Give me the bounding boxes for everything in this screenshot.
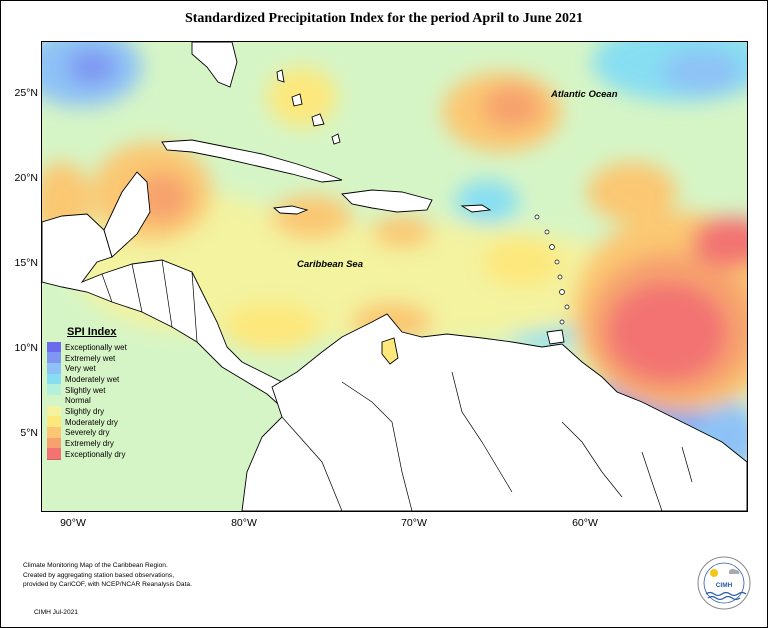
y-tick-label: 20°N	[14, 172, 38, 184]
spi-map	[42, 42, 747, 511]
y-tick-label: 5°N	[20, 427, 38, 439]
y-tick-label: 10°N	[14, 342, 38, 354]
land-outlines	[42, 42, 747, 511]
spi-legend: SPI Index Exceptionally wet Extremely wet…	[47, 326, 127, 461]
legend-label: Moderately wet	[65, 374, 120, 384]
legend-label: Severely dry	[65, 428, 110, 438]
x-tick-label: 80°W	[231, 517, 257, 529]
legend-label: Normal	[65, 396, 91, 406]
footnote-date: CIMH Jul-2021	[34, 609, 78, 616]
country-borders	[101, 259, 693, 511]
legend-swatch	[47, 448, 61, 461]
logo-text: CIMH	[716, 582, 733, 589]
legend-label: Slightly dry	[65, 406, 105, 416]
legend-item: Slightly wet	[47, 384, 127, 396]
legend-item: Moderately wet	[47, 373, 127, 386]
footnote-line: Created by aggregating station based obs…	[23, 571, 175, 579]
map-title: Standardized Precipitation Index for the…	[184, 11, 584, 26]
label-caribbean-sea: Caribbean Sea	[297, 259, 363, 270]
legend-label: Moderately dry	[65, 417, 118, 427]
legend-label: Exceptionally dry	[65, 449, 126, 459]
x-tick-label: 60°W	[572, 517, 598, 529]
legend-items: Exceptionally wet Extremely wet Very wet Mo…	[47, 341, 127, 461]
legend-title: SPI Index	[67, 326, 117, 338]
legend-label: Very wet	[65, 364, 96, 374]
legend-item: Exceptionally dry	[47, 448, 127, 461]
legend-item: Extremely wet	[47, 352, 127, 364]
footnote: Climate Monitoring Map of the Caribbean …	[23, 561, 192, 590]
x-tick-label: 90°W	[60, 517, 86, 529]
legend-label: Exceptionally wet	[65, 342, 127, 352]
legend-label: Extremely dry	[65, 439, 114, 449]
legend-item: Exceptionally wet	[47, 341, 127, 354]
footnote-line: provided by CariCOF, with NCEP/NCAR Rean…	[23, 581, 192, 589]
legend-label: Extremely wet	[65, 353, 116, 363]
legend-item: Normal	[47, 394, 127, 407]
legend-item: Very wet	[47, 362, 127, 375]
legend-label: Slightly wet	[65, 385, 106, 395]
y-tick-label: 25°N	[14, 87, 38, 99]
x-tick-label: 70°W	[401, 517, 427, 529]
legend-item: Moderately dry	[47, 416, 127, 428]
legend-item: Extremely dry	[47, 437, 127, 450]
lesser-antilles	[534, 214, 570, 325]
label-atlantic-ocean: Atlantic Ocean	[551, 89, 618, 100]
legend-item: Severely dry	[47, 427, 127, 439]
y-tick-label: 15°N	[14, 257, 38, 269]
cimh-logo: CIMH	[697, 556, 751, 610]
footnote-line: Climate Monitoring Map of the Caribbean …	[23, 562, 168, 569]
legend-item: Slightly dry	[47, 405, 127, 418]
map-area	[41, 41, 748, 512]
